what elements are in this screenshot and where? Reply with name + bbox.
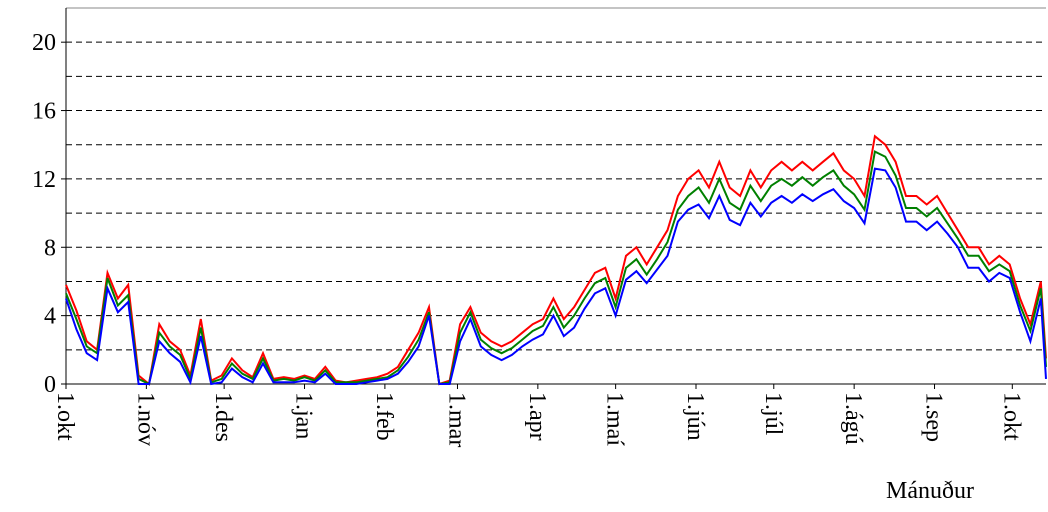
y-tick-label: 4 [44,304,56,330]
series-line [65,150,1047,386]
x-tick-label: 1.okt [52,392,78,441]
x-tick-label: 1.nóv [132,392,158,446]
x-tick-label: 1.apr [524,392,550,441]
x-tick-label: 1.okt [998,392,1024,441]
x-tick-label: 1.ágú [840,392,866,445]
y-tick-label: 16 [32,99,56,125]
x-tick-label: 1.feb [371,392,397,441]
y-tick-label: 20 [32,30,56,56]
series-line [65,167,1047,386]
x-tick-label: 1.sep [921,392,947,442]
x-tick-label: 1.maí [602,392,628,446]
x-tick-label: 1.des [210,392,236,442]
x-tick-label: 1.jan [291,392,317,439]
y-tick-label: 8 [44,235,56,261]
x-axis-label: Mánuður [886,478,974,504]
x-tick-label: 1.jún [682,392,708,441]
y-tick-label: 0 [44,372,56,398]
y-tick-label: 12 [32,167,56,193]
x-tick-label: 1.mar [443,392,469,447]
series-line [65,134,1047,386]
x-tick-label: 1.júl [760,392,786,436]
